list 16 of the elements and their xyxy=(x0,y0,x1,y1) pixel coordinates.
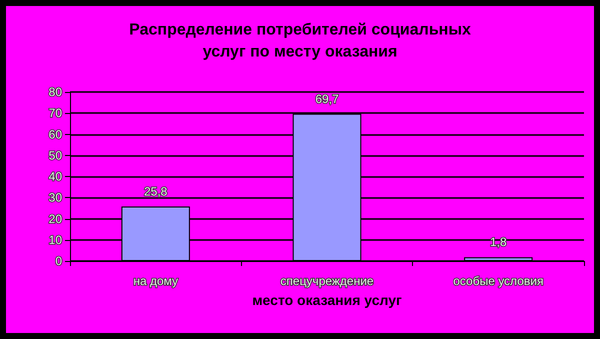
chart-title: Распределение потребителей социальных услуг по месту оказания xyxy=(129,22,471,60)
data-label: 25,8 xyxy=(144,184,168,198)
y-tick-label: 10 xyxy=(48,232,62,247)
x-tick-label: спецучреждение xyxy=(280,274,374,288)
x-tick-label: особые условия xyxy=(453,274,544,288)
y-tick-label: 40 xyxy=(48,170,62,184)
y-tick-label: 60 xyxy=(48,127,62,142)
data-label: 69,7 xyxy=(315,92,339,106)
y-tick-label: 80 xyxy=(48,85,62,99)
y-tick-label: 30 xyxy=(48,190,62,205)
y-tick-label: 20 xyxy=(48,212,62,226)
x-tick-label: на дому xyxy=(133,274,178,288)
y-tick-label: 50 xyxy=(48,148,62,162)
y-tick-label: 70 xyxy=(48,106,62,120)
x-axis-title: место оказания услуг xyxy=(252,292,402,308)
y-tick-label: 0 xyxy=(55,254,62,268)
